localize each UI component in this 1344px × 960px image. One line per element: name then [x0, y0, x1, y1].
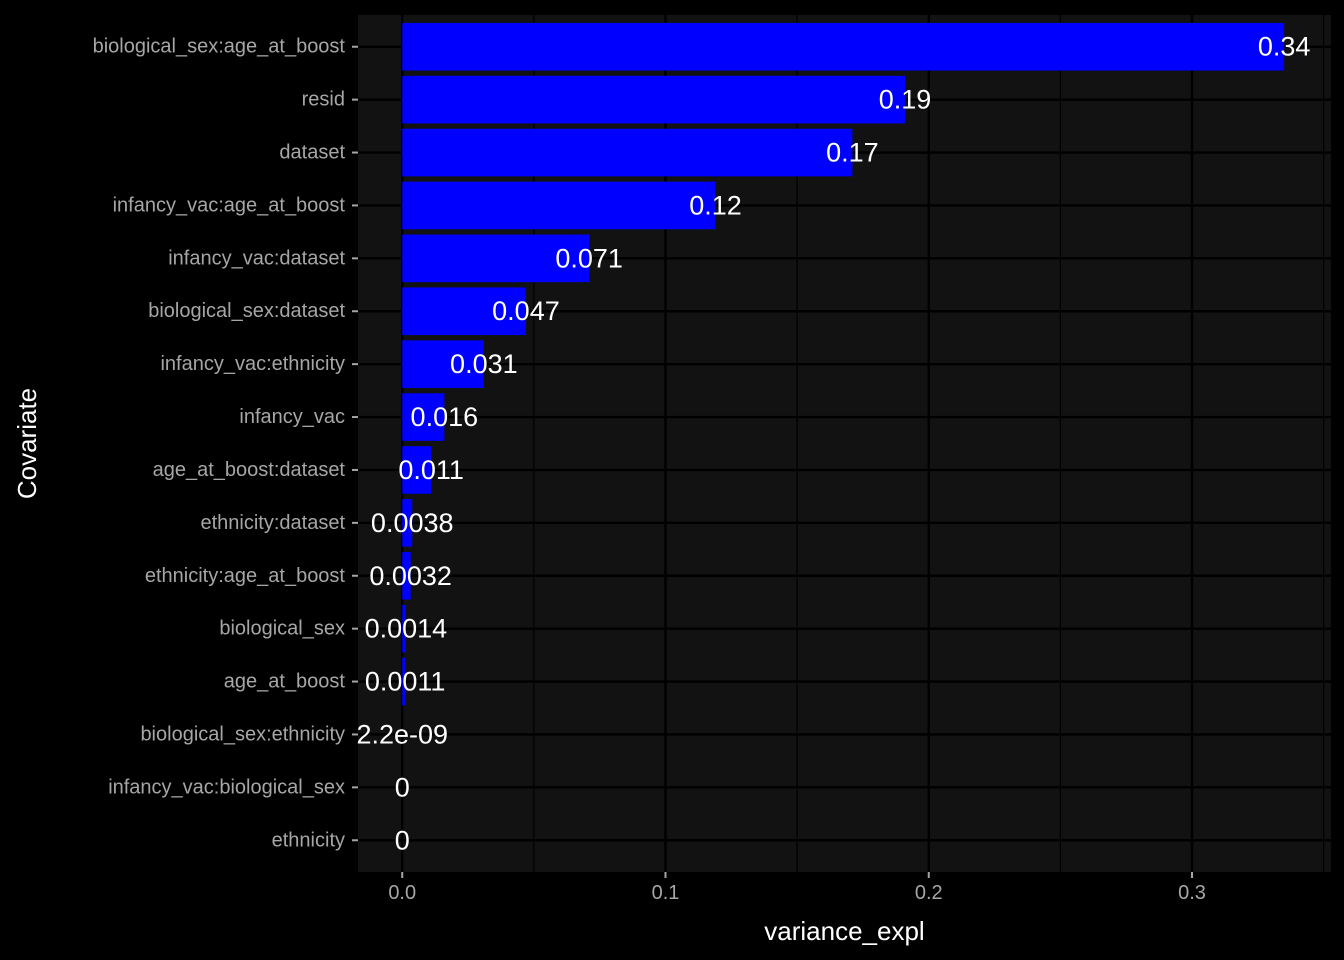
data-label-infancy_vac:ethnicity: 0.031 — [450, 349, 518, 379]
bar-dataset — [402, 128, 853, 177]
data-label-dataset: 0.17 — [826, 138, 879, 168]
bar-infancy_vac:ethnicity — [402, 340, 484, 388]
data-label-infancy_vac:dataset: 0.071 — [555, 243, 623, 273]
bar-infancy_vac:dataset — [402, 234, 590, 283]
y-tick-label: ethnicity — [272, 829, 345, 851]
data-label-ethnicity:dataset: 0.0038 — [371, 508, 454, 538]
y-tick-label: infancy_vac:ethnicity — [160, 353, 345, 375]
x-axis-title: variance_expl — [764, 916, 924, 946]
y-tick-label: biological_sex:ethnicity — [140, 723, 345, 745]
y-tick-label: biological_sex:dataset — [148, 300, 345, 322]
y-tick-label: resid — [302, 89, 345, 111]
x-tick-label: 0.0 — [388, 882, 416, 904]
bar-age_at_boost — [402, 657, 406, 706]
data-label-resid: 0.19 — [879, 85, 932, 115]
bar-age_at_boost:dataset — [402, 446, 432, 494]
y-tick-label: age_at_boost:dataset — [153, 459, 346, 481]
x-tick-label: 0.1 — [652, 882, 680, 904]
data-label-infancy_vac:biological_sex: 0 — [395, 772, 410, 802]
y-tick-label: infancy_vac:biological_sex — [108, 776, 345, 798]
bar-biological_sex:dataset — [402, 287, 526, 336]
bars — [402, 22, 1285, 706]
bar-resid — [402, 75, 906, 124]
y-tick-label: infancy_vac:age_at_boost — [113, 194, 346, 216]
y-tick-label: infancy_vac — [239, 406, 345, 428]
data-label-age_at_boost:dataset: 0.011 — [398, 455, 464, 485]
y-tick-label: biological_sex:age_at_boost — [93, 36, 346, 58]
data-label-biological_sex:ethnicity: 2.2e-09 — [356, 719, 448, 749]
data-label-ethnicity:age_at_boost: 0.0032 — [369, 561, 452, 591]
y-axis-title: Covariate — [12, 388, 42, 499]
y-tick-label: age_at_boost — [224, 671, 346, 693]
y-tick-label: infancy_vac:dataset — [168, 247, 345, 269]
data-label-biological_sex: 0.0014 — [365, 614, 448, 644]
y-tick-label: biological_sex — [219, 618, 345, 640]
data-labels: 0.34 0.190.17 0.12 0.071 0.047 0.031 0.016 0.01… — [356, 32, 1310, 856]
y-tick-label: ethnicity:age_at_boost — [145, 565, 346, 587]
bar-biological_sex — [402, 604, 406, 653]
x-tick-label: 0.3 — [1178, 882, 1206, 904]
bar-ethnicity:dataset — [402, 499, 413, 547]
bar-infancy_vac:age_at_boost — [402, 181, 716, 230]
bar-biological_sex:age_at_boost — [402, 22, 1285, 71]
x-axis: 0.0 0.1 0.2 0.3 — [388, 872, 1206, 904]
bar-ethnicity:age_at_boost — [402, 551, 411, 600]
x-tick-label: 0.2 — [915, 882, 943, 904]
y-tick-label: dataset — [279, 142, 345, 164]
data-label-biological_sex:age_at_boost: 0.34 — [1258, 32, 1311, 62]
data-label-biological_sex:dataset: 0.047 — [492, 296, 560, 326]
data-label-infancy_vac:age_at_boost: 0.12 — [689, 190, 742, 220]
data-label-age_at_boost: 0.0011 — [365, 667, 446, 697]
bar-infancy_vac — [402, 393, 445, 441]
data-label-infancy_vac: 0.016 — [411, 402, 479, 432]
data-label-ethnicity: 0 — [395, 825, 410, 855]
y-tick-label: ethnicity:dataset — [200, 512, 345, 534]
